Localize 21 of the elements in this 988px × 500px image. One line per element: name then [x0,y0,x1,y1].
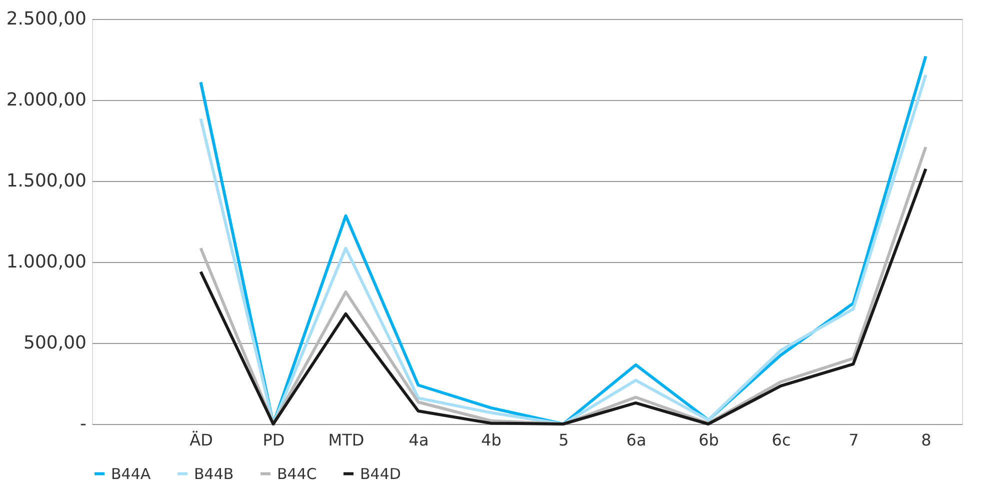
y-tick-label: 500,00 [24,332,86,354]
y-tick-label: 2.000,00 [6,90,86,110]
x-tick-label: MTD [328,430,364,450]
legend-label: B44C [277,464,317,483]
legend-label: B44B [194,464,234,483]
x-tick-label: 6c [772,430,791,450]
x-tick-label: ÄD [190,430,213,450]
x-tick-label: PD [262,430,285,450]
y-tick-label: 1.500,00 [6,170,86,192]
x-tick-label: 4a [408,430,429,450]
y-tick-label: 1.000,00 [6,252,86,272]
x-tick-label: 6b [698,430,719,450]
y-tick-label: - [80,414,86,434]
y-tick-label: 2.500,00 [6,8,86,30]
legend-label: B44D [360,464,401,483]
legend-label: B44A [111,464,152,483]
x-tick-label: 7 [848,430,859,450]
x-tick-label: 5 [558,430,569,450]
x-tick-label: 6a [626,430,646,450]
x-tick-label: 8 [921,430,932,450]
x-tick-label: 4b [481,430,502,450]
